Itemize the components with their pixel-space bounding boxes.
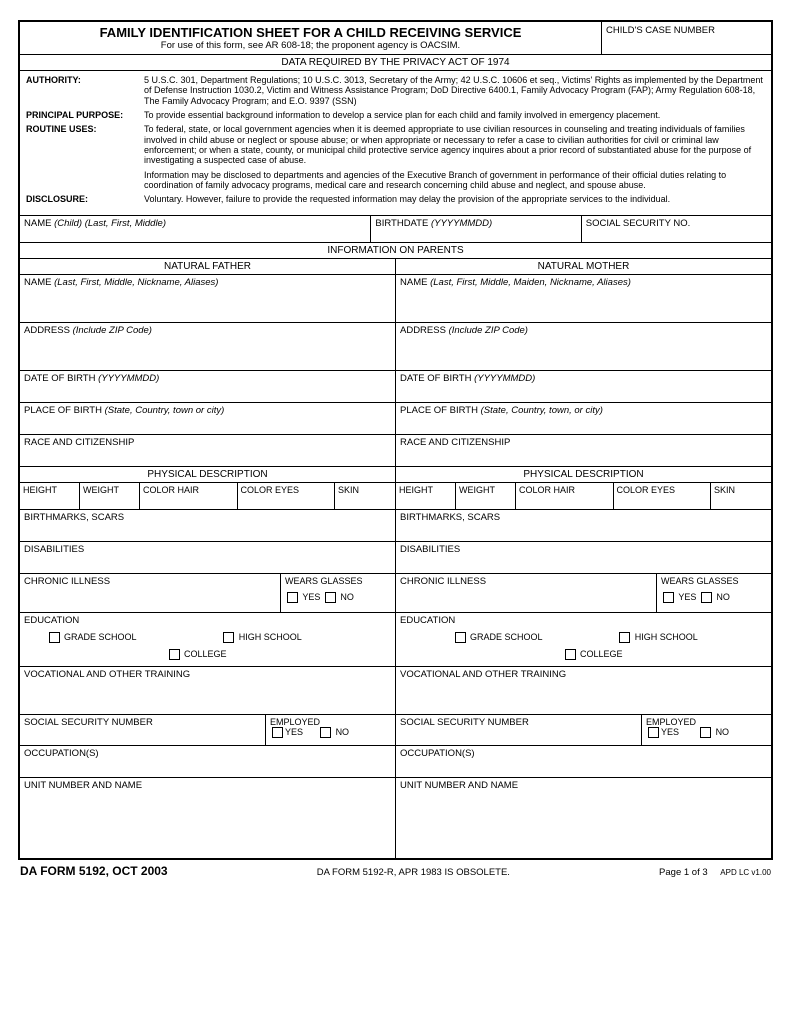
father-eyes[interactable]: COLOR EYES xyxy=(238,483,336,509)
mother-glasses-field: WEARS GLASSES YES NO xyxy=(656,574,771,612)
title-row: FAMILY IDENTIFICATION SHEET FOR A CHILD … xyxy=(20,22,771,55)
father-phys-header: PHYSICAL DESCRIPTION xyxy=(20,467,395,483)
footer: DA FORM 5192, OCT 2003 DA FORM 5192-R, A… xyxy=(18,860,773,878)
mother-occupation-field[interactable]: OCCUPATION(S) xyxy=(396,746,771,778)
mother-dob-field[interactable]: DATE OF BIRTH (YYYYMMDD) xyxy=(396,371,771,403)
case-number-field[interactable]: CHILD'S CASE NUMBER xyxy=(601,22,771,54)
mother-pob-field[interactable]: PLACE OF BIRTH (State, Country, town, or… xyxy=(396,403,771,435)
mother-employed-no-checkbox[interactable] xyxy=(700,727,711,738)
father-column: NATURAL FATHER NAME (Last, First, Middle… xyxy=(20,259,396,858)
routine-label: ROUTINE USES: xyxy=(26,124,144,190)
father-ssn-field[interactable]: SOCIAL SECURITY NUMBER xyxy=(20,715,265,745)
mother-disabilities-field[interactable]: DISABILITIES xyxy=(396,542,771,574)
child-row: NAME (Child) (Last, First, Middle) BIRTH… xyxy=(20,216,771,243)
father-high-school-checkbox[interactable] xyxy=(223,632,234,643)
purpose-text: To provide essential background informat… xyxy=(144,110,765,120)
mother-unit-field[interactable]: UNIT NUMBER AND NAME xyxy=(396,778,771,858)
father-occupation-field[interactable]: OCCUPATION(S) xyxy=(20,746,395,778)
father-weight[interactable]: WEIGHT xyxy=(80,483,140,509)
parents-header: INFORMATION ON PARENTS xyxy=(20,243,771,259)
purpose-label: PRINCIPAL PURPOSE: xyxy=(26,110,144,120)
father-college-checkbox[interactable] xyxy=(169,649,180,660)
routine-text: To federal, state, or local government a… xyxy=(144,124,765,190)
mother-chronic-field[interactable]: CHRONIC ILLNESS xyxy=(396,574,656,612)
father-birthmarks-field[interactable]: BIRTHMARKS, SCARS xyxy=(20,510,395,542)
privacy-header: DATA REQUIRED BY THE PRIVACY ACT OF 1974 xyxy=(20,55,771,71)
disclosure-label: DISCLOSURE: xyxy=(26,194,144,204)
mother-race-field[interactable]: RACE AND CITIZENSHIP xyxy=(396,435,771,467)
mother-glasses-no-checkbox[interactable] xyxy=(701,592,712,603)
form-title: FAMILY IDENTIFICATION SHEET FOR A CHILD … xyxy=(24,25,597,40)
father-glasses-field: WEARS GLASSES YES NO xyxy=(280,574,395,612)
mother-eyes[interactable]: COLOR EYES xyxy=(614,483,712,509)
mother-phys-row: HEIGHT WEIGHT COLOR HAIR COLOR EYES SKIN xyxy=(396,483,771,510)
mother-ssn-field[interactable]: SOCIAL SECURITY NUMBER xyxy=(396,715,641,745)
mother-address-field[interactable]: ADDRESS (Include ZIP Code) xyxy=(396,323,771,371)
form-container: FAMILY IDENTIFICATION SHEET FOR A CHILD … xyxy=(18,20,773,860)
father-employed-no-checkbox[interactable] xyxy=(320,727,331,738)
mother-education-field: EDUCATION GRADE SCHOOL HIGH SCHOOL COLLE… xyxy=(396,613,771,667)
father-header: NATURAL FATHER xyxy=(20,259,395,275)
mother-employed-field: EMPLOYED YES NO xyxy=(641,715,771,745)
mother-name-field[interactable]: NAME (Last, First, Middle, Maiden, Nickn… xyxy=(396,275,771,323)
mother-column: NATURAL MOTHER NAME (Last, First, Middle… xyxy=(396,259,771,858)
mother-hair[interactable]: COLOR HAIR xyxy=(516,483,614,509)
parents-columns: NATURAL FATHER NAME (Last, First, Middle… xyxy=(20,259,771,858)
mother-weight[interactable]: WEIGHT xyxy=(456,483,516,509)
father-employed-field: EMPLOYED YES NO xyxy=(265,715,395,745)
father-pob-field[interactable]: PLACE OF BIRTH (State, Country, town or … xyxy=(20,403,395,435)
mother-height[interactable]: HEIGHT xyxy=(396,483,456,509)
father-glasses-yes-checkbox[interactable] xyxy=(287,592,298,603)
mother-high-school-checkbox[interactable] xyxy=(619,632,630,643)
father-dob-field[interactable]: DATE OF BIRTH (YYYYMMDD) xyxy=(20,371,395,403)
authority-text: 5 U.S.C. 301, Department Regulations; 10… xyxy=(144,75,765,106)
mother-birthmarks-field[interactable]: BIRTHMARKS, SCARS xyxy=(396,510,771,542)
mother-header: NATURAL MOTHER xyxy=(396,259,771,275)
mother-employed-yes-checkbox[interactable] xyxy=(648,727,659,738)
father-chronic-field[interactable]: CHRONIC ILLNESS xyxy=(20,574,280,612)
form-subtitle: For use of this form, see AR 608-18; the… xyxy=(24,40,597,51)
father-name-field[interactable]: NAME (Last, First, Middle, Nickname, Ali… xyxy=(20,275,395,323)
authority-label: AUTHORITY: xyxy=(26,75,144,106)
father-education-field: EDUCATION GRADE SCHOOL HIGH SCHOOL COLLE… xyxy=(20,613,395,667)
page-number: Page 1 of 3 APD LC v1.00 xyxy=(659,867,771,878)
child-birthdate-field[interactable]: BIRTHDATE (YYYYMMDD) xyxy=(371,216,581,242)
mother-glasses-yes-checkbox[interactable] xyxy=(663,592,674,603)
father-disabilities-field[interactable]: DISABILITIES xyxy=(20,542,395,574)
mother-grade-school-checkbox[interactable] xyxy=(455,632,466,643)
father-address-field[interactable]: ADDRESS (Include ZIP Code) xyxy=(20,323,395,371)
father-vocational-field[interactable]: VOCATIONAL AND OTHER TRAINING xyxy=(20,667,395,715)
father-employed-yes-checkbox[interactable] xyxy=(272,727,283,738)
mother-phys-header: PHYSICAL DESCRIPTION xyxy=(396,467,771,483)
obsolete-note: DA FORM 5192-R, APR 1983 IS OBSOLETE. xyxy=(317,867,510,878)
privacy-body: AUTHORITY: 5 U.S.C. 301, Department Regu… xyxy=(20,71,771,216)
father-grade-school-checkbox[interactable] xyxy=(49,632,60,643)
father-height[interactable]: HEIGHT xyxy=(20,483,80,509)
child-ssn-field[interactable]: SOCIAL SECURITY NO. xyxy=(582,216,771,242)
father-phys-row: HEIGHT WEIGHT COLOR HAIR COLOR EYES SKIN xyxy=(20,483,395,510)
mother-college-checkbox[interactable] xyxy=(565,649,576,660)
father-skin[interactable]: SKIN xyxy=(335,483,395,509)
father-unit-field[interactable]: UNIT NUMBER AND NAME xyxy=(20,778,395,858)
disclosure-text: Voluntary. However, failure to provide t… xyxy=(144,194,765,204)
form-id: DA FORM 5192, OCT 2003 xyxy=(20,864,168,878)
child-name-field[interactable]: NAME (Child) (Last, First, Middle) xyxy=(20,216,371,242)
case-number-label: CHILD'S CASE NUMBER xyxy=(606,25,715,36)
mother-skin[interactable]: SKIN xyxy=(711,483,771,509)
title-main: FAMILY IDENTIFICATION SHEET FOR A CHILD … xyxy=(20,22,601,54)
father-hair[interactable]: COLOR HAIR xyxy=(140,483,238,509)
father-glasses-no-checkbox[interactable] xyxy=(325,592,336,603)
father-race-field[interactable]: RACE AND CITIZENSHIP xyxy=(20,435,395,467)
mother-vocational-field[interactable]: VOCATIONAL AND OTHER TRAINING xyxy=(396,667,771,715)
